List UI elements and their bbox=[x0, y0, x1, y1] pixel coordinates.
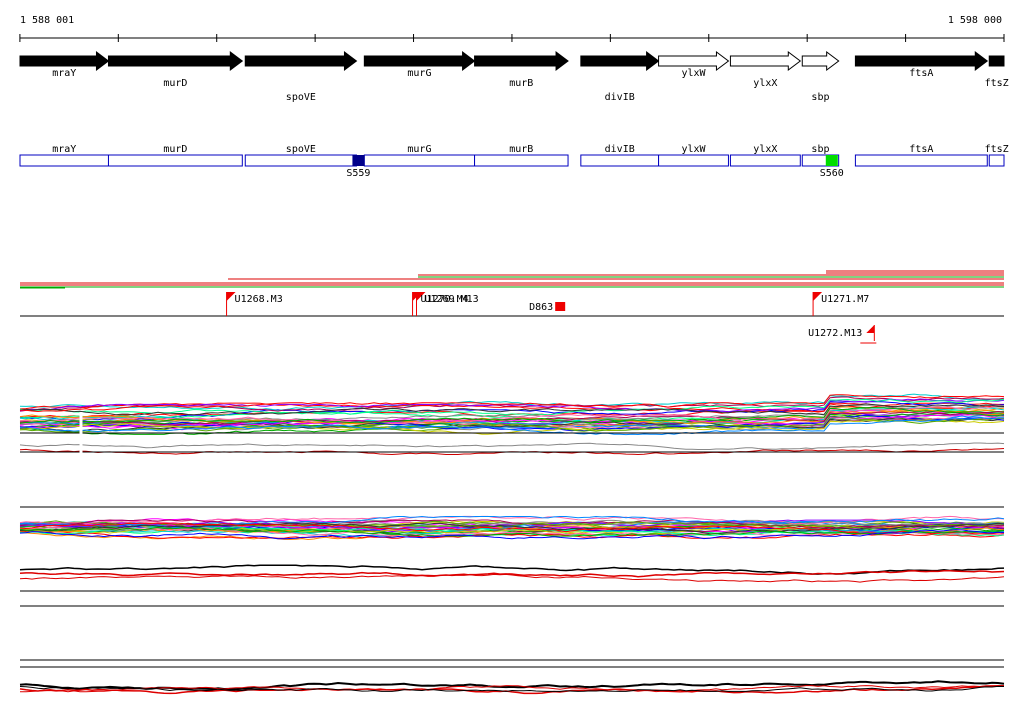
feature-flag bbox=[866, 325, 875, 333]
profile-line bbox=[20, 685, 1005, 693]
gene-box bbox=[19, 154, 109, 167]
profile-line bbox=[19, 419, 1005, 435]
profile-line bbox=[19, 442, 1005, 450]
gene-box bbox=[107, 154, 243, 167]
profile-line bbox=[20, 411, 1004, 428]
gene-arrow-label: murD bbox=[163, 78, 187, 89]
coordinate-ruler: 1 588 001 1 598 000 bbox=[19, 15, 1005, 42]
ruler-end-label: 1 598 000 bbox=[948, 15, 1002, 26]
gene-box bbox=[244, 154, 357, 167]
gene-arrow-label: sbp bbox=[811, 92, 829, 103]
feature-label: U1268.M3 bbox=[235, 294, 283, 305]
gene-arrow-label: ftsZ bbox=[985, 78, 1009, 89]
gene-arrow bbox=[801, 51, 840, 71]
gene-box-label: spoVE bbox=[286, 144, 316, 155]
gene-arrow bbox=[363, 51, 476, 71]
gene-arrow-label: ftsA bbox=[909, 68, 933, 79]
profile-line bbox=[19, 394, 1005, 413]
profile-line bbox=[19, 402, 1005, 413]
profile-line bbox=[19, 407, 1005, 424]
gene-box-label: ftsZ bbox=[985, 144, 1009, 155]
gene-box bbox=[658, 154, 729, 167]
feature-flag bbox=[813, 292, 823, 301]
profile-line bbox=[19, 416, 1005, 436]
gene-arrow bbox=[474, 51, 569, 71]
profile-line bbox=[19, 529, 1005, 540]
profile-line bbox=[19, 680, 1005, 691]
gene-arrow-label: mraY bbox=[52, 68, 76, 79]
profile-line bbox=[19, 403, 1005, 416]
feature-label: D863 bbox=[529, 302, 553, 313]
gene-arrow bbox=[854, 51, 989, 71]
site-marker bbox=[825, 155, 838, 166]
ruler-ticks bbox=[19, 34, 1005, 42]
gene-box-label: ylxX bbox=[753, 144, 777, 155]
gene-arrow-label: murB bbox=[509, 78, 533, 89]
gene-box bbox=[854, 154, 988, 167]
profile-line bbox=[19, 402, 1004, 419]
gene-arrow bbox=[580, 51, 660, 71]
feature-label: U1269.M13 bbox=[424, 294, 478, 305]
gene-arrow-track: mraY murD spoVE murG murB divIB ylxW ylxX sbp fts… bbox=[19, 50, 1009, 103]
profile-line bbox=[19, 393, 1005, 411]
gene-box-label: ftsA bbox=[909, 144, 933, 155]
gene-arrow bbox=[19, 50, 110, 72]
gene-arrow-label: ylxX bbox=[753, 78, 777, 89]
gene-box-label: murB bbox=[509, 144, 533, 155]
gene-arrow-label: divIB bbox=[605, 92, 635, 103]
gene-arrow bbox=[988, 55, 1005, 67]
gene-box-label: mraY bbox=[52, 144, 76, 155]
transcript-lines-track bbox=[20, 270, 1004, 289]
profile-line bbox=[19, 519, 1005, 529]
profile-line bbox=[19, 398, 1005, 413]
gene-box bbox=[988, 154, 1005, 167]
feature-box bbox=[555, 302, 566, 311]
gene-box-label: murD bbox=[163, 144, 187, 155]
profile-line bbox=[19, 526, 1005, 537]
profile-line bbox=[19, 417, 1005, 432]
site-marker bbox=[352, 155, 365, 166]
gene-box-label: ylxW bbox=[681, 144, 706, 155]
profile-line bbox=[19, 519, 1005, 530]
feature-label: U1270.M4 bbox=[421, 294, 469, 305]
profile-line bbox=[19, 398, 1005, 416]
profile-line bbox=[19, 527, 1004, 538]
gene-arrow bbox=[244, 51, 358, 71]
gene-box bbox=[474, 154, 569, 167]
expression-profile-tracks bbox=[19, 393, 1005, 695]
gene-arrow-label: murG bbox=[407, 68, 431, 79]
gene-box-label: murG bbox=[407, 144, 431, 155]
profile-line bbox=[19, 569, 1005, 578]
gene-arrow bbox=[729, 51, 802, 71]
gene-box bbox=[801, 154, 840, 167]
gene-arrow bbox=[107, 51, 244, 71]
gene-box bbox=[580, 154, 660, 167]
ruler-start-label: 1 588 001 bbox=[20, 15, 74, 26]
profile-line bbox=[19, 522, 1005, 535]
profile-line bbox=[19, 522, 1005, 535]
feature-label: U1272.M13 bbox=[808, 328, 862, 339]
gene-box-label: sbp bbox=[811, 144, 829, 155]
feature-flag bbox=[226, 292, 236, 301]
gene-box bbox=[729, 154, 801, 167]
feature-label: U1271.M7 bbox=[821, 294, 869, 305]
gene-box-track: mraY murD spoVE murG murB divIB ylxW ylxX sbp fts… bbox=[19, 144, 1009, 179]
gene-arrow-label: ylxW bbox=[681, 68, 706, 79]
profile-line bbox=[19, 529, 1005, 539]
gene-arrow bbox=[658, 51, 730, 71]
site-label: S560 bbox=[820, 168, 844, 179]
site-label: S559 bbox=[346, 168, 370, 179]
gene-box-label: divIB bbox=[605, 144, 635, 155]
profile-line bbox=[19, 573, 1005, 583]
feature-flag bbox=[412, 292, 422, 301]
gene-box bbox=[363, 154, 476, 167]
profile-line bbox=[19, 685, 1005, 692]
gene-arrow-label: spoVE bbox=[286, 92, 316, 103]
